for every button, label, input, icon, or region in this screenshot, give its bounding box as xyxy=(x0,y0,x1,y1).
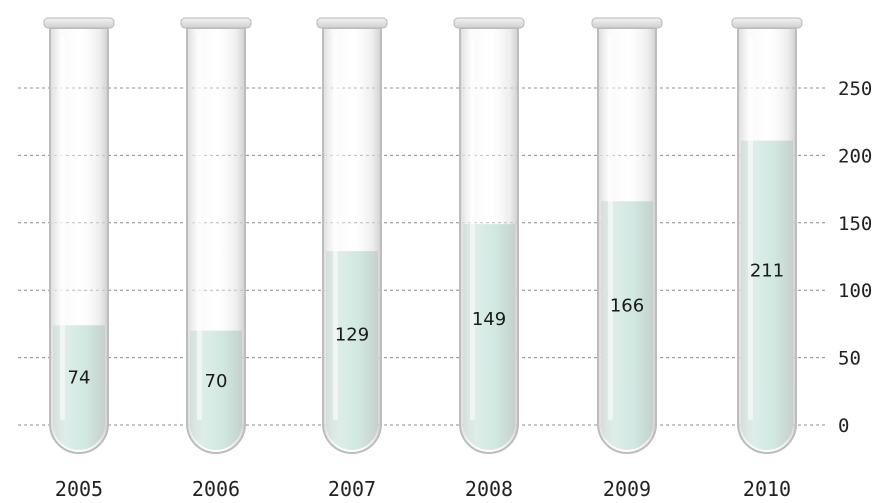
tube-rim xyxy=(316,17,388,29)
tubes: 74 70 129 149 166 211 xyxy=(43,17,803,454)
x-tick-label: 2005 xyxy=(55,477,103,501)
tube-highlight xyxy=(197,34,202,420)
x-tick-label: 2010 xyxy=(743,477,791,501)
tube-rim xyxy=(731,17,803,29)
x-tick-label: 2006 xyxy=(192,477,240,501)
y-tick-label: 250 xyxy=(838,78,872,100)
gridlines xyxy=(18,87,826,426)
data-label: 70 xyxy=(205,371,228,392)
tube-glass xyxy=(322,27,382,454)
x-axis: 2005 2006 2007 2008 2009 2010 xyxy=(55,477,791,501)
data-label: 149 xyxy=(472,309,506,330)
tube-2008: 149 xyxy=(453,17,525,454)
tube-2007: 129 xyxy=(316,17,388,454)
tube-2005: 74 xyxy=(43,17,115,454)
tube-highlight xyxy=(60,34,65,420)
y-tick-label: 0 xyxy=(838,415,849,437)
tube-glass xyxy=(459,27,519,454)
x-tick-label: 2007 xyxy=(328,477,376,501)
tube-rim xyxy=(43,17,115,29)
data-label: 129 xyxy=(335,325,369,346)
tube-highlight xyxy=(608,34,613,420)
y-tick-label: 150 xyxy=(838,213,872,235)
tube-rim xyxy=(453,17,525,29)
data-label: 74 xyxy=(68,368,91,389)
tube-2006: 70 xyxy=(180,17,252,454)
y-tick-label: 200 xyxy=(838,145,872,167)
x-tick-label: 2009 xyxy=(603,477,651,501)
x-tick-label: 2008 xyxy=(465,477,513,501)
y-tick-label: 100 xyxy=(838,280,872,302)
y-tick-label: 50 xyxy=(838,348,861,370)
tube-rim xyxy=(591,17,663,29)
y-axis: 0 50 100 150 200 250 xyxy=(838,78,872,437)
tube-glass xyxy=(597,27,657,454)
tube-highlight xyxy=(470,34,475,420)
tube-highlight xyxy=(748,34,753,420)
tube-glass xyxy=(49,27,109,454)
tube-highlight xyxy=(333,34,338,420)
tube-2009: 166 xyxy=(591,17,663,454)
tube-glass xyxy=(737,27,797,454)
data-label: 211 xyxy=(750,261,784,282)
tube-rim xyxy=(180,17,252,29)
tube-2010: 211 xyxy=(731,17,803,454)
data-label: 166 xyxy=(610,296,644,317)
